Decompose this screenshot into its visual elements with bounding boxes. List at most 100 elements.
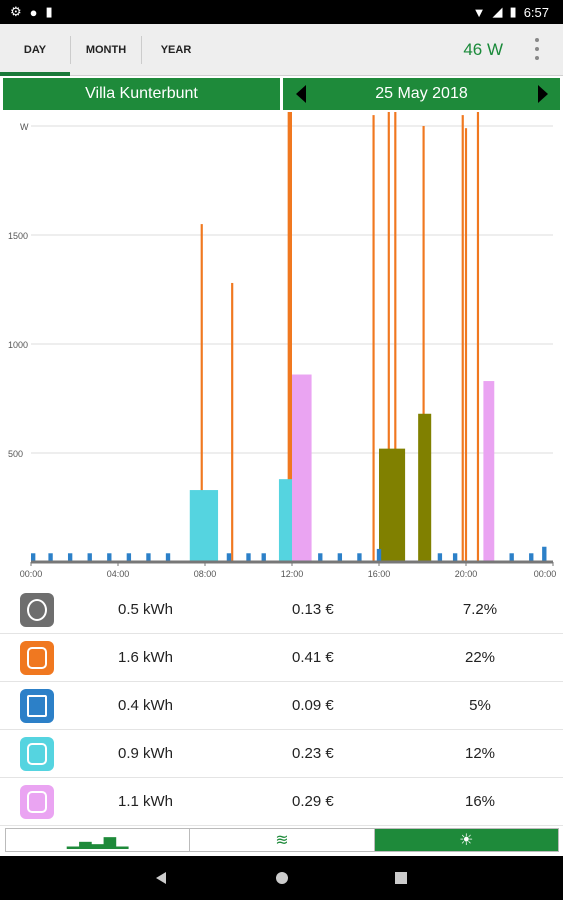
chart-bar: [261, 553, 266, 562]
chart-bar: [48, 553, 53, 562]
y-tick-label: 1000: [8, 340, 28, 350]
chart-bar: [452, 553, 458, 562]
sd-card-icon: ▮: [45, 4, 53, 19]
chart-bar: [189, 490, 219, 562]
chart-bar: [107, 553, 112, 562]
list-item[interactable]: 0.5 kWh 0.13 € 7.2%: [0, 586, 563, 634]
dryer-icon: [20, 785, 54, 819]
waves-icon[interactable]: ≋: [190, 829, 375, 851]
tab-month[interactable]: MONTH: [85, 44, 127, 56]
chart-bar: [246, 553, 251, 562]
power-chart: 500 1000 1500 W 00:00 04:00 08:00 12:00 16:00 20:…: [8, 112, 557, 579]
chart-bar: [67, 553, 73, 562]
tab-divider: [141, 36, 142, 64]
chart-bar: [418, 413, 432, 562]
x-tick-label: 20:00: [455, 569, 478, 579]
chart-bar: [337, 553, 343, 562]
x-tick-label: 00:00: [534, 569, 557, 579]
chart-bar: [461, 115, 464, 562]
chart-bar: [394, 112, 397, 563]
previous-day-icon[interactable]: [296, 85, 306, 103]
chart-bar: [278, 479, 292, 562]
energy-value: 1.1 kWh: [118, 793, 174, 810]
percent-value: 5%: [469, 697, 491, 714]
current-power: 46 W: [463, 40, 503, 59]
chart-bar: [357, 553, 362, 562]
x-tick-label: 08:00: [194, 569, 217, 579]
energy-value: 0.9 kWh: [118, 745, 174, 762]
chart-bar: [509, 553, 514, 562]
chart-bar: [376, 548, 382, 562]
chart-bar: [126, 553, 132, 562]
percent-value: 22%: [464, 649, 496, 666]
location-selector[interactable]: Villa Kunterbunt: [3, 78, 280, 110]
cost-value: 0.29 €: [292, 793, 334, 810]
cost-value: 0.09 €: [292, 697, 334, 714]
washing-machine-icon: [20, 737, 54, 771]
back-icon[interactable]: [156, 872, 166, 884]
date-display: 25 May 2018: [283, 78, 560, 110]
chart-bar: [476, 112, 480, 562]
percent-value: 16%: [464, 793, 496, 810]
list-item[interactable]: 1.1 kWh 0.29 € 16%: [0, 778, 563, 826]
chart-bar: [318, 553, 323, 562]
overflow-menu-icon[interactable]: [535, 38, 541, 65]
x-tick-label: 00:00: [20, 569, 43, 579]
y-tick-label: 500: [8, 449, 23, 459]
chart-bar: [226, 553, 232, 562]
chart-bar: [464, 128, 468, 562]
signal-icon: ◢: [492, 4, 503, 19]
chart-bar: [146, 553, 151, 562]
chart-bar: [287, 112, 292, 562]
chart-bar: [165, 553, 171, 562]
period-tabs: DAY MONTH YEAR 46 W: [0, 24, 563, 76]
chart-bar: [231, 282, 234, 562]
list-item[interactable]: 1.6 kWh 0.41 € 22%: [0, 634, 563, 682]
active-tab-indicator: [0, 72, 70, 76]
status-bar: ⚙ ● ▮ ▼ ◢ ▮ 6:57: [0, 0, 563, 24]
y-axis-label: W: [20, 122, 29, 132]
consumer-list: 0.5 kWh 0.13 € 7.2% 1.6 kWh 0.41 € 22% 0…: [0, 586, 563, 826]
percent-value: 12%: [464, 745, 496, 762]
tab-year[interactable]: YEAR: [160, 44, 192, 56]
percent-value: 7.2%: [462, 601, 498, 618]
chart-bar: [372, 115, 375, 562]
clock: 6:57: [523, 4, 549, 20]
next-day-icon[interactable]: [538, 85, 548, 103]
power-socket-icon: [20, 593, 54, 627]
cost-value: 0.23 €: [292, 745, 334, 762]
list-item[interactable]: 0.4 kWh 0.09 € 5%: [0, 682, 563, 730]
chart-bar: [483, 381, 495, 562]
chart-bar: [437, 553, 443, 562]
chart-bar: [542, 546, 547, 562]
recents-icon[interactable]: [395, 872, 407, 884]
cost-value: 0.13 €: [292, 601, 334, 618]
battery-icon: ▮: [509, 4, 517, 19]
wifi-icon: ▼: [472, 4, 486, 20]
fridge-icon: [20, 689, 54, 723]
energy-value: 0.4 kWh: [118, 697, 174, 714]
cost-value: 0.41 €: [292, 649, 334, 666]
lightbulb-icon[interactable]: ☀: [374, 829, 558, 851]
tab-divider: [70, 36, 71, 64]
chart-bar: [87, 553, 92, 562]
phone-charger-icon: [20, 641, 54, 675]
list-item[interactable]: 0.9 kWh 0.23 € 12%: [0, 730, 563, 778]
x-tick-label: 12:00: [281, 569, 304, 579]
record-icon: ●: [29, 4, 38, 20]
chart-bar: [379, 448, 406, 562]
chart-bar: [292, 374, 312, 562]
bar-chart-icon[interactable]: ▁▃▂▅▁: [6, 829, 191, 851]
y-tick-label: 1500: [8, 231, 28, 241]
energy-value: 0.5 kWh: [118, 601, 174, 618]
chart-bar: [387, 112, 390, 562]
x-tick-label: 16:00: [368, 569, 391, 579]
energy-value: 1.6 kWh: [118, 649, 174, 666]
gear-icon: ⚙: [10, 4, 22, 19]
chart-bar: [200, 224, 203, 562]
chart-bar: [529, 553, 534, 562]
system-nav-bar: [0, 856, 563, 900]
home-icon[interactable]: [276, 872, 288, 884]
tab-day[interactable]: DAY: [23, 44, 47, 56]
chart-bar: [31, 553, 36, 562]
